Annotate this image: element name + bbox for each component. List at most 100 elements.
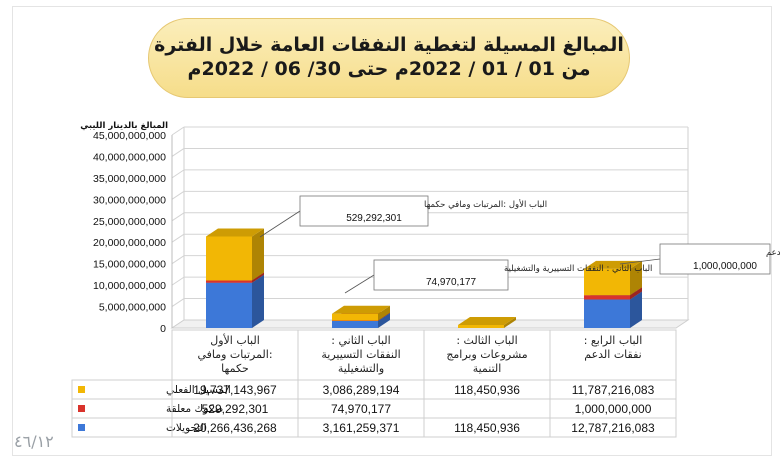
- y-tick-label: 20,000,000,000: [93, 237, 166, 249]
- legend-swatch: [78, 405, 85, 412]
- data-label: 74,970,177: [331, 402, 391, 416]
- gridline-side: [171, 212, 185, 222]
- bar-spent-1-front: [332, 313, 378, 321]
- grid-layer: [170, 126, 690, 329]
- category-label: النفقات التسييرية: [321, 348, 400, 361]
- bar-transfers-3-front: [584, 299, 630, 328]
- legend-swatch: [78, 386, 85, 393]
- legend-label: التحويلات: [166, 422, 207, 434]
- data-label: 3,086,289,194: [323, 383, 400, 397]
- callout-box: [299, 195, 429, 227]
- gridline-side: [171, 126, 185, 136]
- bar-transfers-1-side: [378, 312, 390, 328]
- data-label: 3,161,259,371: [323, 421, 400, 435]
- category-label: الباب الثالث :: [456, 334, 517, 347]
- gridline-side: [171, 276, 185, 286]
- bar-transfers-0-side: [252, 274, 264, 328]
- bar-spent-1-side: [378, 305, 390, 321]
- callout-pointer: [344, 274, 375, 294]
- category-label: الباب الثاني :: [331, 334, 390, 347]
- bar-spent-1: [332, 305, 390, 321]
- callout-label: الباب الرابع : نفقات الدعم: [766, 248, 780, 258]
- bar-spent-2-side: [504, 317, 516, 328]
- table-cell: [549, 417, 677, 438]
- category-label: والتشغيلية: [338, 362, 384, 375]
- data-label: 12,787,216,083: [571, 421, 655, 435]
- bar-spent-0-top: [206, 228, 264, 237]
- y-axis: 0 5,000,000,000 10,000,000,000 15,000,000,0…: [93, 130, 166, 335]
- category-label: التنمية: [473, 362, 502, 375]
- callout-box: [659, 243, 771, 275]
- category-label: الباب الأول: [210, 333, 260, 347]
- bar-spent-0-front: [206, 236, 252, 281]
- gridline-side: [171, 298, 185, 307]
- data-label: 529,292,301: [202, 402, 269, 416]
- bar-spent-1-top: [332, 305, 390, 314]
- title-banner: المبالغ المسيلة لتغطية النفقات العامة خل…: [148, 18, 630, 98]
- chart-title: المبالغ المسيلة لتغطية النفقات العامة خل…: [154, 34, 624, 57]
- data-label: 118,450,936: [454, 421, 520, 435]
- data-label: 1,000,000,000: [575, 402, 652, 416]
- y-tick-label: 5,000,000,000: [99, 302, 166, 314]
- legend-cell: [71, 417, 173, 438]
- y-axis-label: المبالغ بالدينار الليبي: [80, 121, 168, 131]
- callout-value: 74,970,177: [426, 277, 476, 288]
- table-cell: [423, 398, 551, 419]
- y-tick-label: 15,000,000,000: [93, 259, 166, 271]
- category-label: نفقات الدعم: [584, 348, 641, 361]
- y-tick-label: 35,000,000,000: [93, 173, 166, 185]
- callout-pointer: [619, 258, 661, 265]
- callout-box: [373, 259, 509, 291]
- data-label: 19,737,143,967: [193, 383, 277, 397]
- bar-frozen-3-front: [584, 295, 630, 300]
- legend-cell: [71, 379, 173, 400]
- page-frame: [12, 6, 772, 456]
- bar-spent-0-side: [252, 228, 264, 281]
- page-number: ٤٦/١٢: [14, 432, 54, 451]
- chart-floor: [170, 319, 690, 329]
- bar-transfers-3-side: [630, 291, 642, 328]
- bar-transfers-0-front: [206, 282, 252, 328]
- legend-label: المسيل الفعلي: [166, 384, 231, 396]
- bar-frozen-3-side: [630, 287, 642, 300]
- data-label: 118,450,936: [454, 383, 520, 397]
- callout-0: الباب الأول :المرتبات ومافي حكمها 529,292…: [259, 195, 547, 238]
- bar-spent-3-side: [630, 260, 642, 296]
- data-label: 11,787,216,083: [572, 383, 655, 397]
- category-label: مشروعات وبرامج: [446, 348, 527, 361]
- callout-value: 1,000,000,000: [693, 261, 757, 272]
- category-label: الباب الرابع :: [584, 334, 643, 347]
- gridline-side: [171, 233, 185, 243]
- legend-cell: [71, 398, 173, 419]
- bar-frozen-0-front: [206, 280, 252, 283]
- gridline-side: [171, 255, 185, 265]
- legend-label: صكوك معلقة: [166, 403, 223, 415]
- chart-subtitle-period: من 01 / 01 / 2022م حتى 30/ 06 / 2022م: [187, 58, 591, 80]
- callout-label: الباب الأول :المرتبات ومافي حكمها: [424, 199, 547, 210]
- y-tick-label: 25,000,000,000: [93, 216, 166, 228]
- callout-label: الباب الثاني : النفقات التسييرية والتشغي…: [504, 264, 652, 274]
- callout-1: الباب الثاني : النفقات التسييرية والتشغي…: [344, 259, 652, 294]
- callout-pointer: [259, 210, 301, 238]
- bar-spent-2-top: [458, 317, 516, 325]
- bars-layer: [206, 228, 642, 328]
- bar-frozen-0-side: [252, 272, 264, 283]
- y-tick-label: 10,000,000,000: [93, 280, 166, 292]
- y-tick-label: 45,000,000,000: [93, 130, 166, 142]
- data-label: 20,266,436,268: [193, 421, 277, 435]
- gridline-side: [171, 148, 185, 157]
- legend-swatch: [78, 424, 85, 431]
- callouts-layer: الباب الأول :المرتبات ومافي حكمها 529,292…: [259, 195, 780, 294]
- bar-spent-3-front: [584, 268, 630, 296]
- bar-spent-2-front: [458, 325, 504, 328]
- bar-spent-3: [584, 260, 642, 296]
- y-tick-label: 40,000,000,000: [93, 151, 166, 163]
- callout-2: الباب الرابع : نفقات الدعم 1,000,000,000: [619, 243, 780, 275]
- category-label: حكمها: [221, 362, 249, 375]
- bar-spent-0: [206, 228, 264, 281]
- bar-transfers-1-front: [332, 320, 378, 328]
- callout-value: 529,292,301: [346, 213, 402, 224]
- bar-spent-2: [458, 317, 516, 328]
